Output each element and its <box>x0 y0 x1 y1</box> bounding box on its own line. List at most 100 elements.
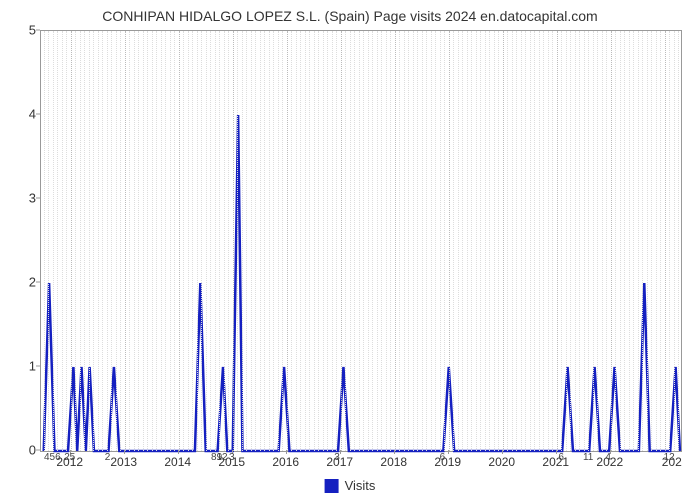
x-tick-mark <box>448 450 449 454</box>
grid-minor <box>435 31 436 451</box>
y-tick-label: 5 <box>22 23 36 38</box>
grid-minor <box>624 31 625 451</box>
grid-minor <box>597 31 598 451</box>
x-tick-mark <box>286 450 287 454</box>
grid-major <box>611 31 612 451</box>
grid-minor <box>48 31 49 451</box>
grid-minor <box>111 31 112 451</box>
grid-minor <box>255 31 256 451</box>
y-tick-mark <box>36 30 40 31</box>
grid-minor <box>458 31 459 451</box>
grid-minor <box>530 31 531 451</box>
data-point-label: 11 <box>583 452 593 463</box>
grid-minor <box>80 31 81 451</box>
grid-minor <box>404 31 405 451</box>
grid-minor <box>516 31 517 451</box>
grid-minor <box>615 31 616 451</box>
grid-minor <box>219 31 220 451</box>
grid-minor <box>116 31 117 451</box>
grid-minor <box>282 31 283 451</box>
grid-minor <box>674 31 675 451</box>
grid-minor <box>134 31 135 451</box>
grid-minor <box>129 31 130 451</box>
grid-minor <box>539 31 540 451</box>
legend: Visits <box>325 478 376 493</box>
grid-minor <box>107 31 108 451</box>
grid-minor <box>300 31 301 451</box>
grid-minor <box>62 31 63 451</box>
grid-minor <box>242 31 243 451</box>
grid-minor <box>453 31 454 451</box>
grid-minor <box>246 31 247 451</box>
grid-minor <box>498 31 499 451</box>
grid-major <box>71 31 72 451</box>
grid-minor <box>53 31 54 451</box>
grid-minor <box>84 31 85 451</box>
baseline-label: 456 <box>44 452 61 463</box>
grid-minor <box>273 31 274 451</box>
grid-major <box>125 31 126 451</box>
grid-minor <box>224 31 225 451</box>
grid-minor <box>197 31 198 451</box>
grid-minor <box>210 31 211 451</box>
x-tick-mark <box>178 450 179 454</box>
grid-minor <box>633 31 634 451</box>
x-tick-label: 2013 <box>110 455 137 469</box>
x-tick-mark <box>124 450 125 454</box>
grid-minor <box>494 31 495 451</box>
grid-minor <box>440 31 441 451</box>
data-point-label: 4 <box>605 452 611 463</box>
grid-minor <box>381 31 382 451</box>
grid-minor <box>138 31 139 451</box>
grid-minor <box>228 31 229 451</box>
grid-minor <box>426 31 427 451</box>
grid-major <box>179 31 180 451</box>
grid-minor <box>417 31 418 451</box>
grid-minor <box>57 31 58 451</box>
grid-minor <box>314 31 315 451</box>
grid-minor <box>669 31 670 451</box>
grid-minor <box>593 31 594 451</box>
grid-minor <box>521 31 522 451</box>
grid-minor <box>359 31 360 451</box>
grid-minor <box>174 31 175 451</box>
grid-minor <box>147 31 148 451</box>
grid-minor <box>215 31 216 451</box>
grid-minor <box>336 31 337 451</box>
x-tick-label: 2020 <box>488 455 515 469</box>
grid-major <box>665 31 666 451</box>
grid-minor <box>660 31 661 451</box>
grid-minor <box>192 31 193 451</box>
grid-minor <box>629 31 630 451</box>
grid-minor <box>161 31 162 451</box>
grid-minor <box>431 31 432 451</box>
grid-minor <box>183 31 184 451</box>
x-tick-mark <box>556 450 557 454</box>
y-tick-mark <box>36 198 40 199</box>
plot-area <box>40 30 682 452</box>
grid-minor <box>543 31 544 451</box>
grid-minor <box>309 31 310 451</box>
grid-minor <box>345 31 346 451</box>
grid-minor <box>561 31 562 451</box>
grid-minor <box>606 31 607 451</box>
y-tick-label: 1 <box>22 359 36 374</box>
grid-minor <box>251 31 252 451</box>
chart-container: CONHIPAN HIDALGO LOPEZ S.L. (Spain) Page… <box>0 0 700 500</box>
grid-minor <box>642 31 643 451</box>
grid-minor <box>93 31 94 451</box>
grid-minor <box>188 31 189 451</box>
y-tick-label: 3 <box>22 191 36 206</box>
data-point-label: 12 <box>664 452 675 463</box>
y-tick-label: 4 <box>22 107 36 122</box>
grid-minor <box>323 31 324 451</box>
legend-swatch <box>325 479 339 493</box>
data-point-label: 12 <box>216 452 227 463</box>
grid-minor <box>444 31 445 451</box>
grid-minor <box>278 31 279 451</box>
grid-minor <box>485 31 486 451</box>
grid-major <box>557 31 558 451</box>
data-point-label: 6 <box>440 452 446 463</box>
grid-minor <box>75 31 76 451</box>
grid-minor <box>296 31 297 451</box>
